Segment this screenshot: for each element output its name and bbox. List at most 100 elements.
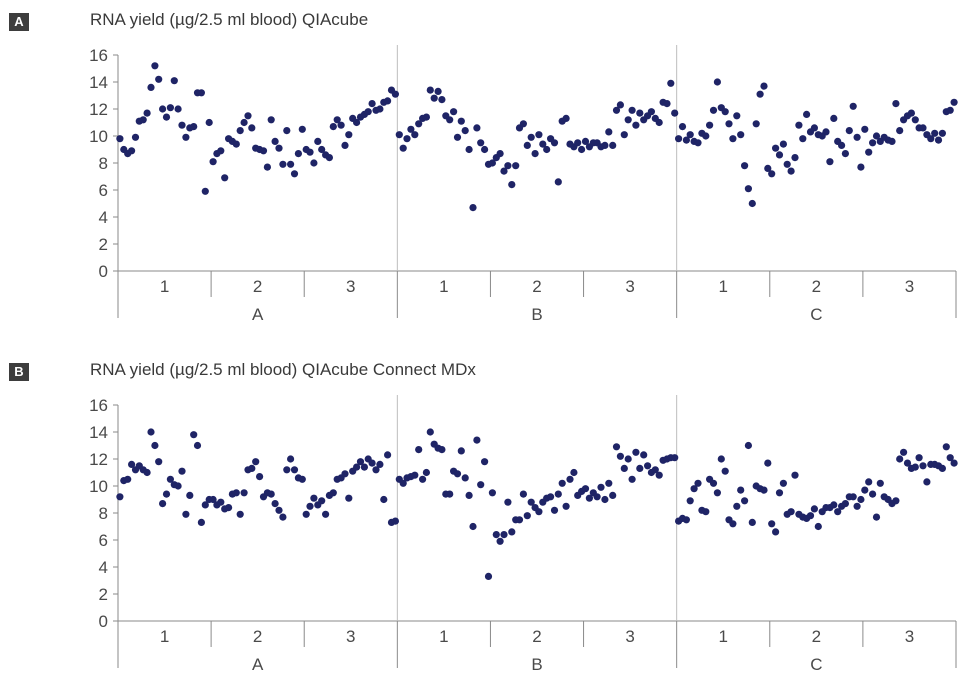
panel-a-data-point bbox=[578, 145, 586, 154]
panel-a-data-point bbox=[426, 86, 434, 94]
panel-b-data-point bbox=[869, 490, 877, 498]
panel-b-data-point bbox=[508, 528, 516, 536]
panel-b-data-point bbox=[721, 467, 729, 475]
panel-b-data-point bbox=[318, 497, 326, 505]
panel-b-data-point bbox=[504, 498, 512, 506]
panel-b-group-label: C bbox=[810, 655, 822, 674]
panel-b-data-point bbox=[748, 518, 756, 526]
panel-b-data-point bbox=[217, 498, 225, 506]
panel-b-y-tick-label: 2 bbox=[99, 585, 108, 604]
panel-b-data-point bbox=[768, 520, 776, 528]
panel-b-data-point bbox=[550, 506, 559, 514]
panel-a-data-point bbox=[554, 178, 562, 186]
panel-b-data-point bbox=[496, 537, 504, 545]
panel-a-letter: A bbox=[9, 13, 29, 31]
panel-a-data-point bbox=[500, 167, 508, 175]
panel-b: B RNA yield (µg/2.5 ml blood) QIAcube Co… bbox=[0, 350, 964, 680]
panel-a-data-point bbox=[190, 123, 198, 131]
panel-a-data-point bbox=[845, 127, 853, 135]
panel-a-data-point bbox=[155, 75, 163, 83]
panel-b-data-point bbox=[306, 502, 314, 510]
panel-b-data-point bbox=[411, 471, 419, 479]
panel-b-data-point bbox=[329, 489, 337, 497]
panel-b-data-point bbox=[465, 491, 473, 499]
panel-a-y-tick-label: 4 bbox=[99, 208, 108, 227]
panel-a-data-point bbox=[519, 120, 528, 128]
panel-b-data-point bbox=[159, 500, 167, 508]
panel-b-data-point bbox=[128, 460, 136, 468]
panel-b-data-point bbox=[744, 441, 753, 450]
panel-b-data-point bbox=[488, 489, 496, 497]
panel-a-data-point bbox=[531, 150, 539, 158]
panel-a-data-point bbox=[636, 109, 644, 117]
panel-a-y-tick-label: 12 bbox=[89, 100, 108, 119]
panel-b-data-point bbox=[178, 467, 186, 475]
panel-b-data-point bbox=[686, 497, 694, 505]
panel-a-data-point bbox=[938, 129, 947, 137]
panel-b-data-point bbox=[500, 531, 508, 539]
panel-b-data-point bbox=[612, 443, 621, 451]
panel-b-data-point bbox=[876, 479, 884, 487]
panel-a-data-point bbox=[523, 141, 531, 149]
panel-b-data-point bbox=[814, 522, 822, 531]
panel-a-data-point bbox=[667, 79, 675, 87]
panel-a-data-point bbox=[888, 137, 896, 145]
panel-a-data-point bbox=[791, 154, 799, 162]
panel-a-subgroup-label: 2 bbox=[253, 277, 262, 296]
panel-b-data-point bbox=[911, 463, 919, 471]
panel-a-data-point bbox=[775, 151, 784, 159]
panel-a-data-point bbox=[616, 101, 625, 109]
panel-a-data-point bbox=[434, 87, 442, 95]
panel-b-y-tick-label: 4 bbox=[99, 558, 108, 577]
panel-a-group-label: A bbox=[252, 305, 264, 324]
panel-a-data-point bbox=[764, 164, 772, 172]
panel-a-y-tick-label: 8 bbox=[99, 154, 108, 173]
panel-b-data-point bbox=[481, 458, 489, 466]
panel-b-subgroup-label: 1 bbox=[439, 627, 448, 646]
panel-b-data-point bbox=[322, 510, 330, 518]
panel-a-data-point bbox=[477, 139, 485, 147]
panel-a-data-point bbox=[430, 94, 438, 102]
panel-a-data-point bbox=[248, 124, 256, 132]
panel-a-data-point bbox=[822, 128, 830, 136]
panel-b-title: RNA yield (µg/2.5 ml blood) QIAcube Conn… bbox=[90, 360, 476, 379]
panel-b-data-point bbox=[523, 512, 531, 520]
panel-a-data-point bbox=[197, 89, 205, 97]
panel-b-data-point bbox=[193, 441, 202, 450]
panel-a-data-point bbox=[849, 102, 857, 110]
panel-b-group-label: B bbox=[531, 655, 542, 674]
panel-a-data-point bbox=[174, 105, 182, 113]
panel-a-data-point bbox=[543, 145, 551, 154]
panel-b-data-point bbox=[162, 490, 171, 498]
panel-b-data-point bbox=[166, 475, 174, 483]
panel-a-data-point bbox=[201, 187, 209, 195]
panel-a-data-point bbox=[725, 120, 733, 128]
panel-b-data-point bbox=[399, 479, 407, 487]
panel-a-data-point bbox=[488, 159, 496, 167]
panel-b-subgroup-label: 2 bbox=[253, 627, 262, 646]
panel-a-data-point bbox=[446, 116, 454, 124]
panel-a-subgroup-label: 1 bbox=[160, 277, 169, 296]
panel-a-data-point bbox=[512, 162, 520, 170]
panel-b-data-point bbox=[682, 516, 691, 524]
panel-a-data-point bbox=[461, 127, 469, 135]
panel-a-data-point bbox=[694, 139, 702, 147]
panel-a-data-point bbox=[244, 112, 252, 120]
panel-b-data-point bbox=[279, 513, 287, 521]
panel-a-data-point bbox=[950, 98, 958, 106]
panel-a-subgroup-label: 1 bbox=[718, 277, 727, 296]
panel-a-data-point bbox=[795, 121, 803, 129]
panel-b-data-point bbox=[302, 510, 310, 518]
panel-a-data-point bbox=[853, 133, 861, 141]
panel-b-y-tick-label: 16 bbox=[89, 396, 108, 415]
panel-b-data-point bbox=[391, 517, 399, 525]
panel-b-subgroup-label: 1 bbox=[160, 627, 169, 646]
panel-b-data-point bbox=[147, 428, 155, 436]
panel-b-data-point bbox=[236, 510, 244, 518]
panel-b-data-point bbox=[903, 459, 912, 467]
panel-b-data-point bbox=[290, 466, 299, 474]
panel-a-data-point bbox=[279, 160, 287, 168]
panel-b-data-point bbox=[946, 454, 954, 462]
panel-b-data-point bbox=[772, 528, 780, 536]
panel-a-data-point bbox=[376, 105, 384, 113]
